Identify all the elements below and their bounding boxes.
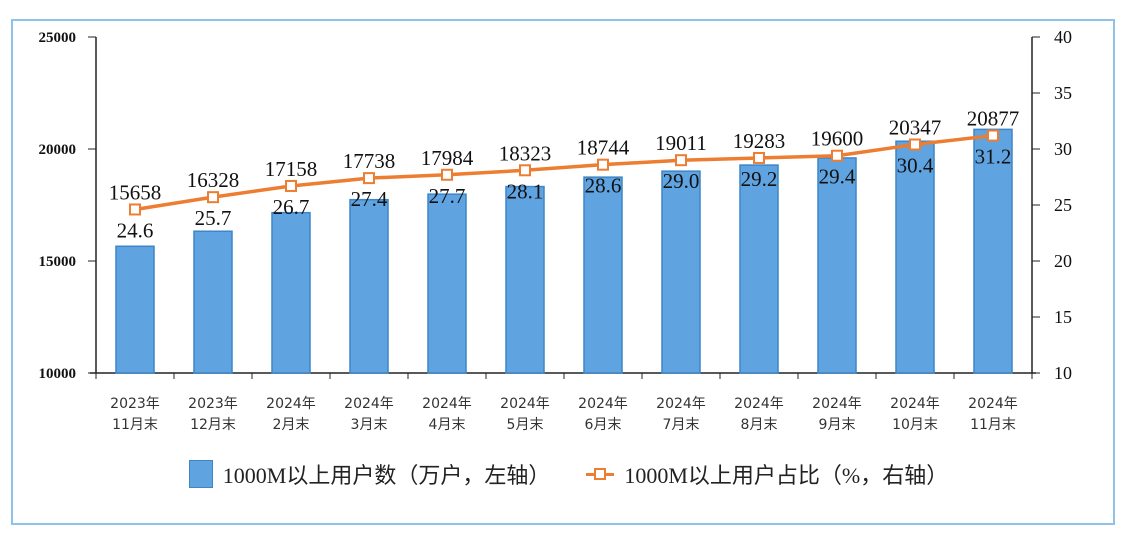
percent-value-label: 29.2 [741,167,778,191]
category-label: 2月末 [273,417,310,433]
legend-bar-label: 1000M以上用户数（万户，左轴） [222,463,551,488]
bar-value-label: 20877 [967,107,1020,131]
bar [193,230,233,374]
percent-value-label: 31.2 [975,145,1012,169]
right-tick-label: 25 [1054,195,1072,215]
percent-value-label: 28.1 [507,179,544,203]
line-marker [597,158,609,171]
category-label: 2024年 [422,396,472,412]
category-label: 2024年 [266,396,316,412]
percent-value-label: 27.7 [429,184,466,208]
category-label: 2024年 [812,396,862,412]
legend: 1000M以上用户数（万户，左轴） 1000M以上用户占比（%，右轴） [0,458,1137,490]
category-label: 3月末 [351,417,388,433]
bar [661,170,701,374]
category-label: 2023年 [110,396,160,412]
line-marker [987,129,999,142]
right-tick-label: 20 [1054,251,1072,271]
right-tick-label: 40 [1054,27,1072,47]
percent-value-label: 30.4 [897,154,934,178]
legend-bar-swatch [188,460,213,488]
left-tick-label: 25000 [39,30,77,46]
line-marker [129,203,141,216]
legend-line-label: 1000M以上用户占比（%，右轴） [624,463,949,488]
category-label: 9月末 [819,417,856,433]
percent-value-label: 29.4 [819,165,856,189]
chart-frame [11,19,1115,525]
bar [973,128,1013,374]
category-label: 2024年 [734,396,784,412]
bar-value-label: 18323 [499,141,552,165]
percent-value-label: 26.7 [273,195,310,219]
bar [895,140,935,374]
line-marker [675,154,687,167]
left-tick-label: 10000 [39,366,77,382]
legend-item-line: 1000M以上用户占比（%，右轴） [586,458,948,490]
percent-value-label: 25.7 [195,206,232,230]
line-marker [519,164,531,177]
category-label: 12月末 [190,417,236,433]
bar [739,164,779,374]
category-label: 2024年 [344,396,394,412]
bar [817,157,857,374]
bar [427,193,467,374]
bar-value-label: 16328 [187,168,240,192]
category-label: 2024年 [656,396,706,412]
line-marker [909,138,921,151]
bar-value-label: 19011 [655,131,707,155]
bar-value-label: 17738 [343,149,396,173]
category-label: 2024年 [968,396,1018,412]
percent-line [134,133,994,212]
category-label: 2023年 [188,396,238,412]
right-tick-label: 15 [1054,307,1072,327]
category-label: 11月末 [970,417,1016,433]
category-label: 2024年 [890,396,940,412]
bar [583,176,623,374]
bar-value-label: 17984 [421,146,474,170]
line-marker [207,191,219,204]
category-label: 7月末 [663,417,700,433]
category-label: 10月末 [892,417,938,433]
percent-value-label: 27.4 [351,187,388,211]
bar [115,245,155,374]
line-marker [285,179,297,192]
percent-value-label: 29.0 [663,169,700,193]
right-tick-label: 30 [1054,139,1072,159]
bar [271,211,311,374]
bar-value-label: 20347 [889,116,942,140]
left-tick-label: 15000 [39,254,77,270]
bar-value-label: 17158 [265,157,318,181]
bar-value-label: 15658 [109,180,162,204]
bar [505,185,545,374]
bar-value-label: 19283 [733,129,786,153]
line-marker [831,149,843,162]
category-label: 2024年 [578,396,628,412]
right-tick-label: 35 [1054,83,1072,103]
category-label: 4月末 [429,417,466,433]
bar [349,198,389,374]
line-marker [753,151,765,164]
bar-value-label: 18744 [577,136,630,160]
percent-value-label: 28.6 [585,174,622,198]
category-label: 11月末 [112,417,158,433]
category-label: 2024年 [500,396,550,412]
bar-value-label: 19600 [811,127,864,151]
line-marker [441,168,453,181]
legend-line-swatch [586,468,615,480]
category-label: 8月末 [741,417,778,433]
right-tick-label: 10 [1054,363,1072,383]
legend-item-bar: 1000M以上用户数（万户，左轴） [188,458,551,490]
percent-value-label: 24.6 [117,218,154,242]
category-label: 5月末 [507,417,544,433]
category-label: 6月末 [585,417,622,433]
left-tick-label: 20000 [39,142,77,158]
line-marker [363,172,375,185]
